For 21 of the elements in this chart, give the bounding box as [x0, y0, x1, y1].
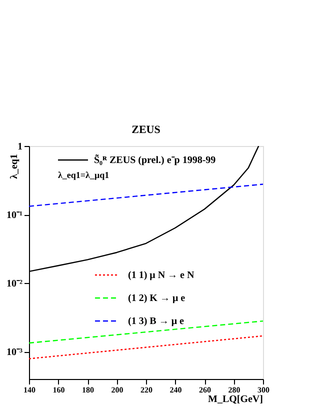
x-tick-label: 260	[199, 386, 211, 394]
y-axis-title: λ_eq1	[9, 154, 20, 179]
x-tick-label: 220	[140, 386, 152, 394]
x-tick-label: 160	[52, 386, 65, 394]
x-tick-label: 140	[24, 386, 36, 394]
legend-label: (1 3) B → μ e	[128, 316, 184, 327]
legend-label: (1 1) μ N → e N	[128, 270, 195, 281]
x-tick-label: 280	[228, 386, 240, 394]
x-tick-label: 240	[170, 386, 182, 394]
y-tick-label: 10⁻¹	[6, 210, 22, 222]
y-tick-label: 10⁻²	[6, 278, 22, 290]
x-axis-title: M_LQ[GeV]	[208, 394, 263, 405]
annotation: λ_eq1=λ_μq1	[58, 170, 110, 180]
x-tick-label: 300	[258, 386, 270, 394]
chart-title: ZEUS	[132, 124, 160, 136]
y-tick-label: 10⁻³	[6, 347, 22, 358]
y-tick-label: 1	[18, 142, 22, 152]
legend-label: (1 2) K → μ e	[128, 293, 186, 304]
legend-label: S̃₀ᴿ ZEUS (prel.) e⁻p 1998-99	[94, 154, 216, 166]
x-tick-label: 180	[82, 386, 94, 394]
x-tick-label: 200	[111, 386, 124, 394]
